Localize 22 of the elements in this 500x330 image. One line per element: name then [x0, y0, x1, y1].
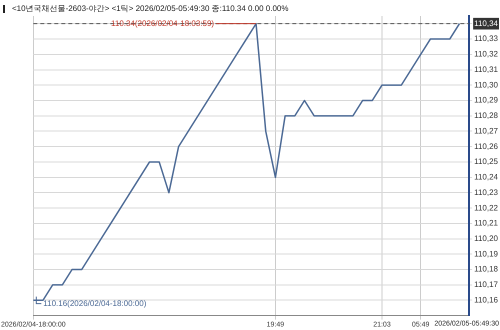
y-tick-label: 110,16	[474, 295, 499, 304]
y-tick-label: 110,26	[474, 142, 499, 151]
annotation: 110.16(2026/02/04-18:00:00)	[43, 298, 147, 308]
y-tick-label: 110,17	[474, 280, 499, 290]
y-tick-label: 110,32	[474, 50, 499, 59]
y-tick-label: 110,28	[474, 111, 499, 120]
y-tick-label: 110,23	[474, 188, 499, 197]
y-tick-label: 110,22	[474, 203, 499, 212]
y-tick-label: 110,31	[474, 64, 499, 74]
y-tick-label: 110,34	[474, 18, 499, 28]
y-tick-label: 110,29	[474, 96, 499, 105]
y-tick-label: 110,20	[474, 234, 499, 243]
chart-title: <10년국채선물-2603-야간> <1틱> 2026/02/05-05:49:30 종:110.34 0.00 0.00%	[12, 4, 288, 14]
annotation: 110.34(2026/02/04-18:03:59)	[111, 18, 214, 28]
y-tick-label: 110,24	[474, 172, 499, 182]
y-tick-label: 110,21	[474, 218, 499, 228]
y-tick-label: 110,18	[474, 264, 499, 274]
y-tick-label: 110,27	[474, 126, 499, 136]
y-tick-label: 110,30	[474, 80, 499, 90]
y-tick-label: 110,19	[474, 249, 499, 258]
y-tick-label: 110,33	[474, 34, 499, 44]
y-tick-label: 110,25	[474, 157, 499, 166]
